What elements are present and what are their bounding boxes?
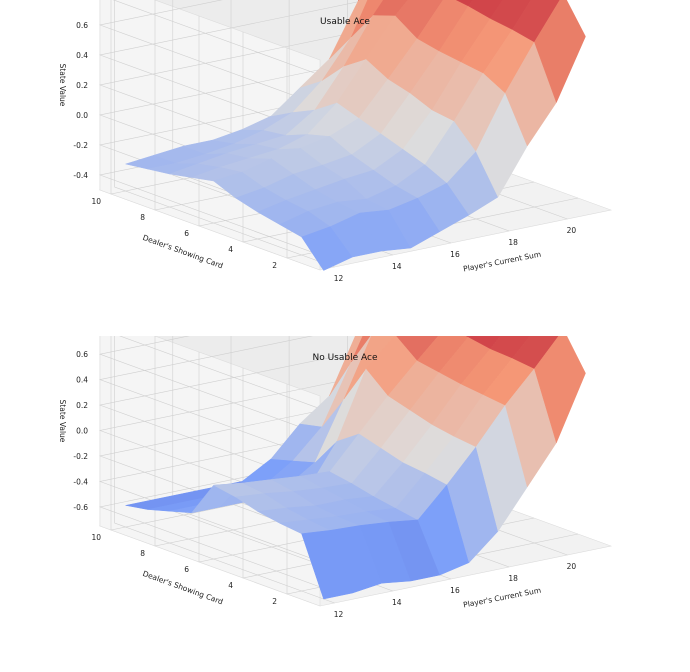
x-tick-label: 20 — [567, 562, 577, 571]
z-tick-label: 0.0 — [76, 111, 88, 120]
y-tick-label: 8 — [140, 213, 145, 222]
surface-patch — [372, 0, 409, 16]
z-tick-label: -0.4 — [73, 477, 88, 486]
surface-patch — [534, 336, 586, 444]
z-tick-label: 0.6 — [76, 21, 88, 30]
surface-patch — [490, 336, 531, 359]
z-tick-label: 0.4 — [76, 51, 88, 60]
surface-patch — [351, 336, 371, 363]
y-tick-label: 8 — [140, 549, 145, 558]
z-tick-label: -0.2 — [73, 141, 88, 150]
usable-ace-chart: 1214161820246810-0.4-0.20.00.20.40.60.8P… — [58, 0, 613, 283]
surface-patch — [358, 0, 360, 1]
no-usable-ace-chart: 12 14 16 18 20 2 4 6 8 10 -0.6 -0.4 -0.2 0.0 0.2 0.4 0.6… — [0, 336, 690, 672]
x-tick-label: 18 — [508, 574, 518, 583]
chart-title: No Usable Ace — [313, 353, 378, 363]
y-axis-label: Dealer's Showing Card — [141, 569, 224, 607]
z-tick-label: 0.4 — [76, 376, 88, 385]
x-axis-label: Player's Current Sum — [462, 250, 541, 274]
x-tick-label: 14 — [392, 598, 402, 607]
x-axis-label: Player's Current Sum — [462, 586, 541, 610]
z-axis-label: State Value — [58, 400, 67, 443]
surface — [124, 0, 586, 271]
z-tick-label: 0.2 — [76, 81, 88, 90]
y-tick-label: 4 — [228, 245, 233, 254]
surface-patch — [490, 0, 532, 30]
z-tick-label: -0.2 — [73, 452, 88, 461]
usable-ace-surface-plot: 1214161820246810-0.4-0.20.00.20.40.60.8P… — [58, 0, 613, 283]
y-tick-label: 2 — [272, 261, 277, 270]
z-tick-label: 0.0 — [76, 427, 88, 436]
surface — [125, 336, 586, 600]
surface-patch — [468, 0, 504, 19]
surface-patch — [534, 0, 586, 104]
y-tick-label: 4 — [228, 581, 233, 590]
z-tick-label: -0.6 — [73, 503, 88, 512]
x-tick-label: 20 — [567, 226, 577, 235]
surface-patch — [468, 336, 501, 350]
z-tick-label: -0.4 — [73, 171, 88, 180]
x-tick-label: 16 — [450, 586, 460, 595]
surface-patch — [329, 336, 364, 397]
z-tick-label: 0.6 — [76, 350, 88, 359]
x-tick-label: 14 — [392, 262, 402, 271]
z-tick-label: 0.2 — [76, 401, 88, 410]
y-tick-label: 6 — [184, 565, 189, 574]
y-tick-label: 10 — [91, 533, 101, 542]
chart-title: Usable Ace — [320, 17, 370, 27]
no-usable-ace-surface-plot: 12 14 16 18 20 2 4 6 8 10 -0.6 -0.4 -0.2 0.0 0.2 0.4 0.6… — [58, 336, 613, 619]
x-tick-label: 18 — [508, 238, 518, 247]
y-tick-label: 6 — [184, 229, 189, 238]
surface-patch — [351, 0, 384, 38]
z-axis-label: State Value — [58, 64, 67, 107]
x-tick-label: 12 — [334, 610, 344, 619]
surface-patch — [455, 0, 474, 7]
y-tick-label: 10 — [91, 197, 101, 206]
y-tick-label: 2 — [272, 597, 277, 606]
x-tick-label: 12 — [334, 274, 344, 283]
y-axis-label: Dealer's Showing Card — [141, 233, 224, 271]
x-tick-label: 16 — [450, 250, 460, 259]
